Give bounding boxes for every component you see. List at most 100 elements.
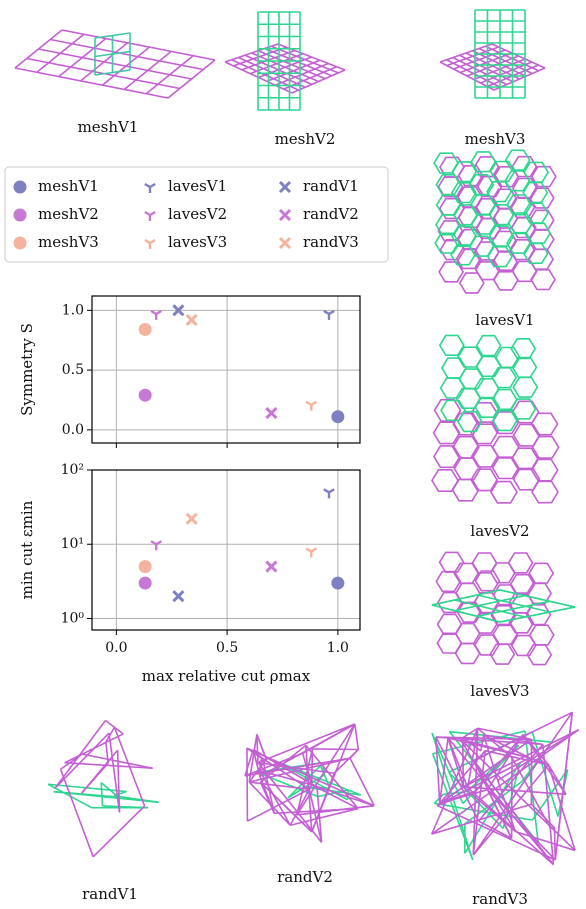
legend-marker [278,236,292,250]
edge [167,59,216,99]
edge [274,807,359,815]
edge [296,748,314,816]
hexagon [528,624,555,646]
legend-marker [278,208,292,222]
edge [431,589,501,606]
edge [252,749,261,777]
edge [439,788,488,805]
edge [431,803,532,835]
hexagon [511,356,538,379]
marker-stroke [149,238,156,245]
hexagon [438,551,465,573]
marker-stroke [265,407,278,420]
edge [477,727,513,759]
edge [58,37,107,78]
hexagon [474,396,501,419]
hexagon [509,573,536,596]
edge [289,784,313,826]
edge [431,604,501,623]
data-point [323,309,335,320]
illustration-label: lavesV2 [470,522,529,540]
hexagon [432,445,461,469]
hexagon [470,468,499,492]
hexagon [470,444,499,468]
edge [482,734,499,781]
illustration-label: lavesV3 [470,682,529,700]
hexagon [522,202,549,224]
edge [542,744,555,865]
edge [499,606,576,623]
edge [311,783,375,807]
hexagon [475,355,502,378]
edge [244,752,303,777]
edge [499,589,576,608]
edge [256,734,259,763]
hexagon [530,412,559,436]
hexagon [455,247,482,270]
marker-stroke [328,309,335,315]
legend-label: lavesV1 [168,177,227,195]
hexagon [523,161,550,183]
edge [252,748,318,788]
y-tick-label: 10⁰ [61,610,85,626]
hexagon [510,337,537,360]
edge [447,737,530,759]
marker-stroke [323,309,330,315]
edge [123,50,172,91]
edge [530,803,556,829]
edge [454,594,526,612]
edge [102,805,149,809]
hexagon [530,165,557,188]
data-point [185,313,198,326]
marker-stroke [328,488,335,494]
illustration-label: meshV1 [78,118,139,136]
y-tick-label: 1.0 [62,302,84,318]
hexagon [528,187,555,209]
marker-stroke [144,182,151,189]
hexagon [510,398,537,420]
edge [435,736,441,804]
legend-marker [144,238,156,249]
hexagon [453,457,482,481]
marker-stroke [305,400,312,406]
edge [64,761,153,770]
edge [477,727,532,741]
legend-label: meshV3 [38,233,99,251]
marker-stroke [150,309,157,315]
edge [54,732,110,789]
edge [94,50,131,58]
marker-stroke [265,560,278,573]
hexagon [456,410,483,433]
marker-stroke [150,540,157,546]
illustration-label: randV2 [277,868,333,886]
edge [100,781,119,798]
edge [346,789,350,800]
edge [258,56,312,79]
edge [435,736,543,746]
hexagon [433,152,460,174]
edge [486,734,524,791]
edge [247,788,310,822]
edge [439,43,493,63]
hexagon [437,220,464,242]
y-axis-label: min cut εmin [18,500,36,599]
hexagon [470,421,499,445]
marker-stroke [172,590,185,603]
edge [447,737,555,866]
hexagon [489,643,516,665]
edge [291,69,346,94]
edge [274,62,329,86]
legend-label: meshV2 [38,205,99,223]
legend-marker [278,180,292,194]
data-point [138,322,152,336]
edge [462,737,482,752]
hexagon [451,161,478,183]
legend-label: randV3 [303,233,359,251]
marker-stroke [310,400,318,406]
hexagon [507,552,534,574]
edge [38,48,192,80]
hexagon [512,376,539,398]
hexagon [451,478,480,502]
edge [249,53,304,75]
